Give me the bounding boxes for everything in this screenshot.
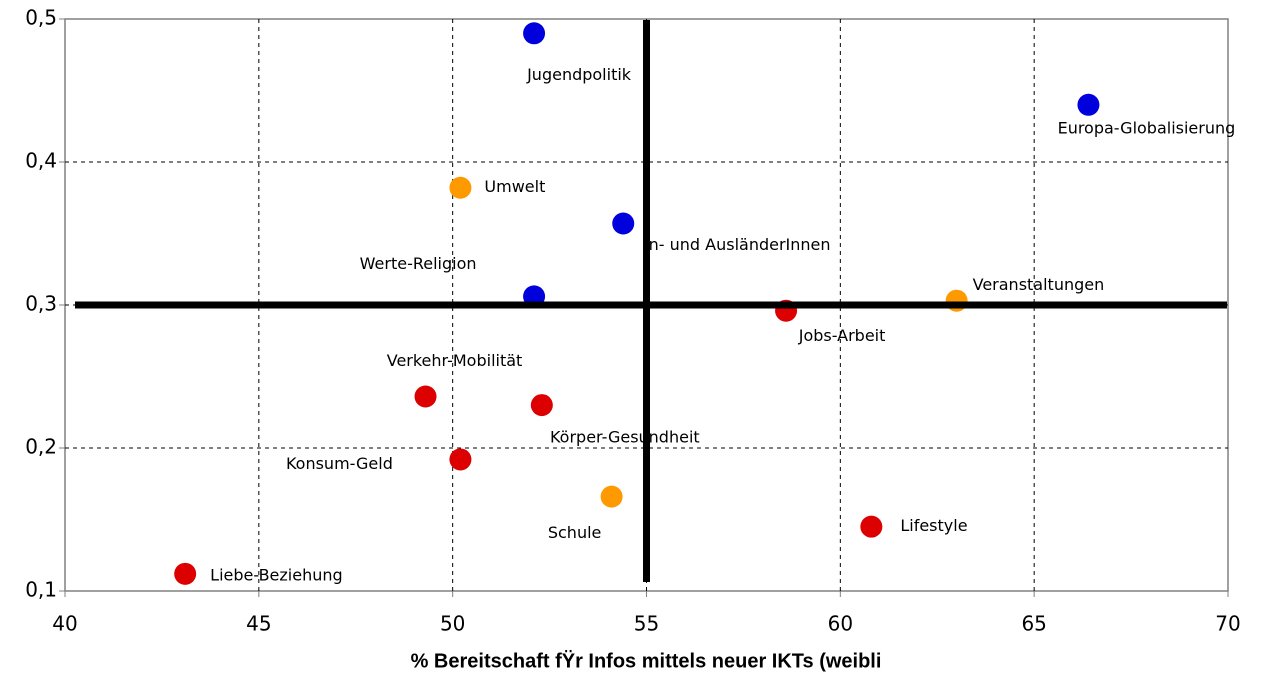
point-label: Jugendpolitik	[526, 65, 632, 84]
point-label: Liebe-Beziehung	[210, 565, 343, 584]
x-tick-label: 55	[634, 612, 659, 636]
point	[600, 485, 623, 508]
point-label: Umwelt	[484, 177, 545, 196]
x-tick-label: 65	[1021, 612, 1046, 636]
point	[523, 22, 546, 45]
point-label: Verkehr-Mobilität	[387, 351, 523, 370]
point	[612, 212, 635, 235]
point	[174, 562, 197, 585]
point	[449, 448, 472, 471]
x-tick-label: 60	[828, 612, 853, 636]
point-label: Europa-Globalisierung	[1058, 118, 1236, 137]
point-label: In- und AusländerInnen	[644, 235, 831, 254]
x-tick-label: 45	[246, 612, 271, 636]
x-tick-label: 50	[440, 612, 465, 636]
point	[1077, 93, 1100, 116]
point-label: Schule	[548, 523, 602, 542]
point	[449, 176, 472, 199]
point-label: Werte-Religion	[360, 254, 477, 273]
y-tick-label: 0,1	[25, 578, 57, 602]
x-tick-label: 70	[1215, 612, 1240, 636]
point-label: Lifestyle	[900, 516, 967, 535]
point-label: Jobs-Arbeit	[798, 326, 886, 345]
point	[860, 515, 883, 538]
point-label: Körper-Gesundheit	[550, 428, 700, 447]
point	[530, 394, 553, 417]
y-tick-label: 0,5	[25, 6, 57, 30]
x-tick-label: 40	[52, 612, 77, 636]
x-axis-label: % Bereitschaft fŸr Infos mittels neuer I…	[411, 649, 882, 672]
y-tick-label: 0,2	[25, 435, 57, 459]
y-tick-label: 0,3	[25, 292, 57, 316]
point	[414, 385, 437, 408]
point-label: Konsum-Geld	[286, 454, 393, 473]
y-tick-label: 0,4	[25, 149, 57, 173]
point-label: Veranstaltungen	[973, 275, 1105, 294]
